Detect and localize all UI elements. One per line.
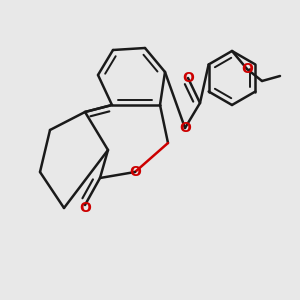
- Text: O: O: [241, 62, 253, 76]
- Text: O: O: [182, 71, 194, 85]
- Text: O: O: [79, 201, 91, 215]
- Text: O: O: [179, 121, 191, 135]
- Text: O: O: [129, 165, 141, 179]
